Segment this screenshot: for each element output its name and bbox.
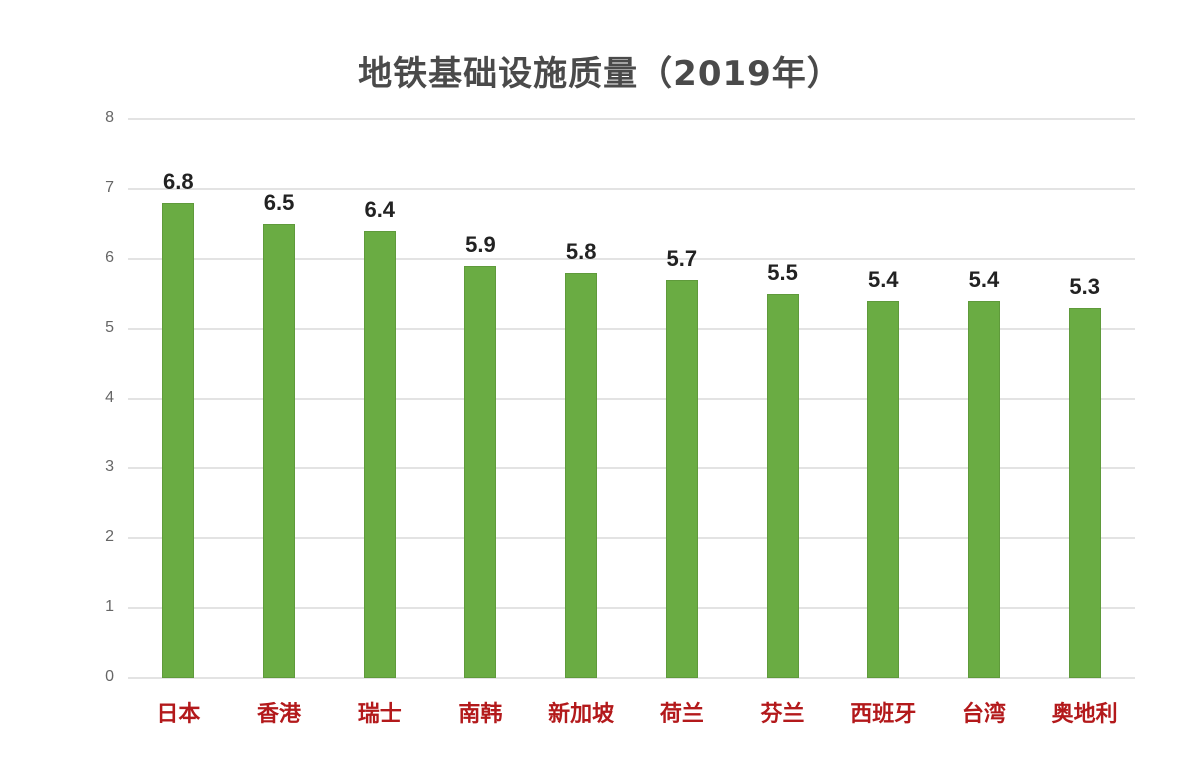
x-category-label: 瑞士 [357,702,402,727]
gridline [128,257,1135,260]
chart-title: 地铁基础设施质量（2019年） [358,54,842,94]
y-tick-label: 0 [105,668,114,685]
gridline [128,537,1135,540]
bar-value-label: 5.7 [666,245,698,271]
x-category-label: 台湾 [961,702,1006,727]
gridline [128,467,1135,470]
bar [363,230,396,678]
bar [464,265,497,678]
gridline [128,677,1135,679]
plot-area [128,118,1135,679]
bar-value-label: 6.4 [364,196,396,222]
y-tick-label: 4 [105,388,114,406]
bar [162,202,195,678]
bar [1068,307,1101,678]
gridline [128,187,1135,190]
gridline [128,397,1135,400]
y-tick-label: 5 [105,318,114,336]
bar-value-label: 5.8 [565,238,597,264]
bar-value-label: 6.8 [163,168,194,194]
x-category-label: 日本 [156,702,201,727]
y-tick-label: 8 [105,109,114,126]
bar-value-label: 5.4 [968,266,1000,292]
y-tick-label: 1 [105,598,114,616]
x-category-label: 香港 [257,702,302,727]
y-tick-label: 7 [105,178,114,196]
x-category-label: 新加坡 [548,702,615,727]
x-category-label: 南韩 [458,702,503,727]
bar-value-label: 5.4 [867,266,899,292]
bar [665,279,698,678]
bar-value-label: 6.5 [263,189,295,215]
bar [867,300,900,678]
x-category-label: 西班牙 [850,702,917,727]
gridline [128,118,1135,120]
x-category-label: 荷兰 [659,702,704,727]
bar [967,300,1000,678]
bar-value-label: 5.3 [1069,273,1100,299]
x-category-label: 芬兰 [760,702,805,727]
y-tick-label: 6 [105,248,114,266]
bar-value-label: 5.9 [465,231,496,257]
y-tick-label: 3 [105,458,114,476]
y-tick-label: 2 [105,528,114,546]
bar [766,293,799,678]
gridline [128,327,1135,330]
bar-value-label: 5.5 [767,259,798,285]
bar [263,223,296,678]
bar [565,272,598,678]
x-category-label: 奥地利 [1051,702,1118,727]
gridline [128,607,1135,610]
